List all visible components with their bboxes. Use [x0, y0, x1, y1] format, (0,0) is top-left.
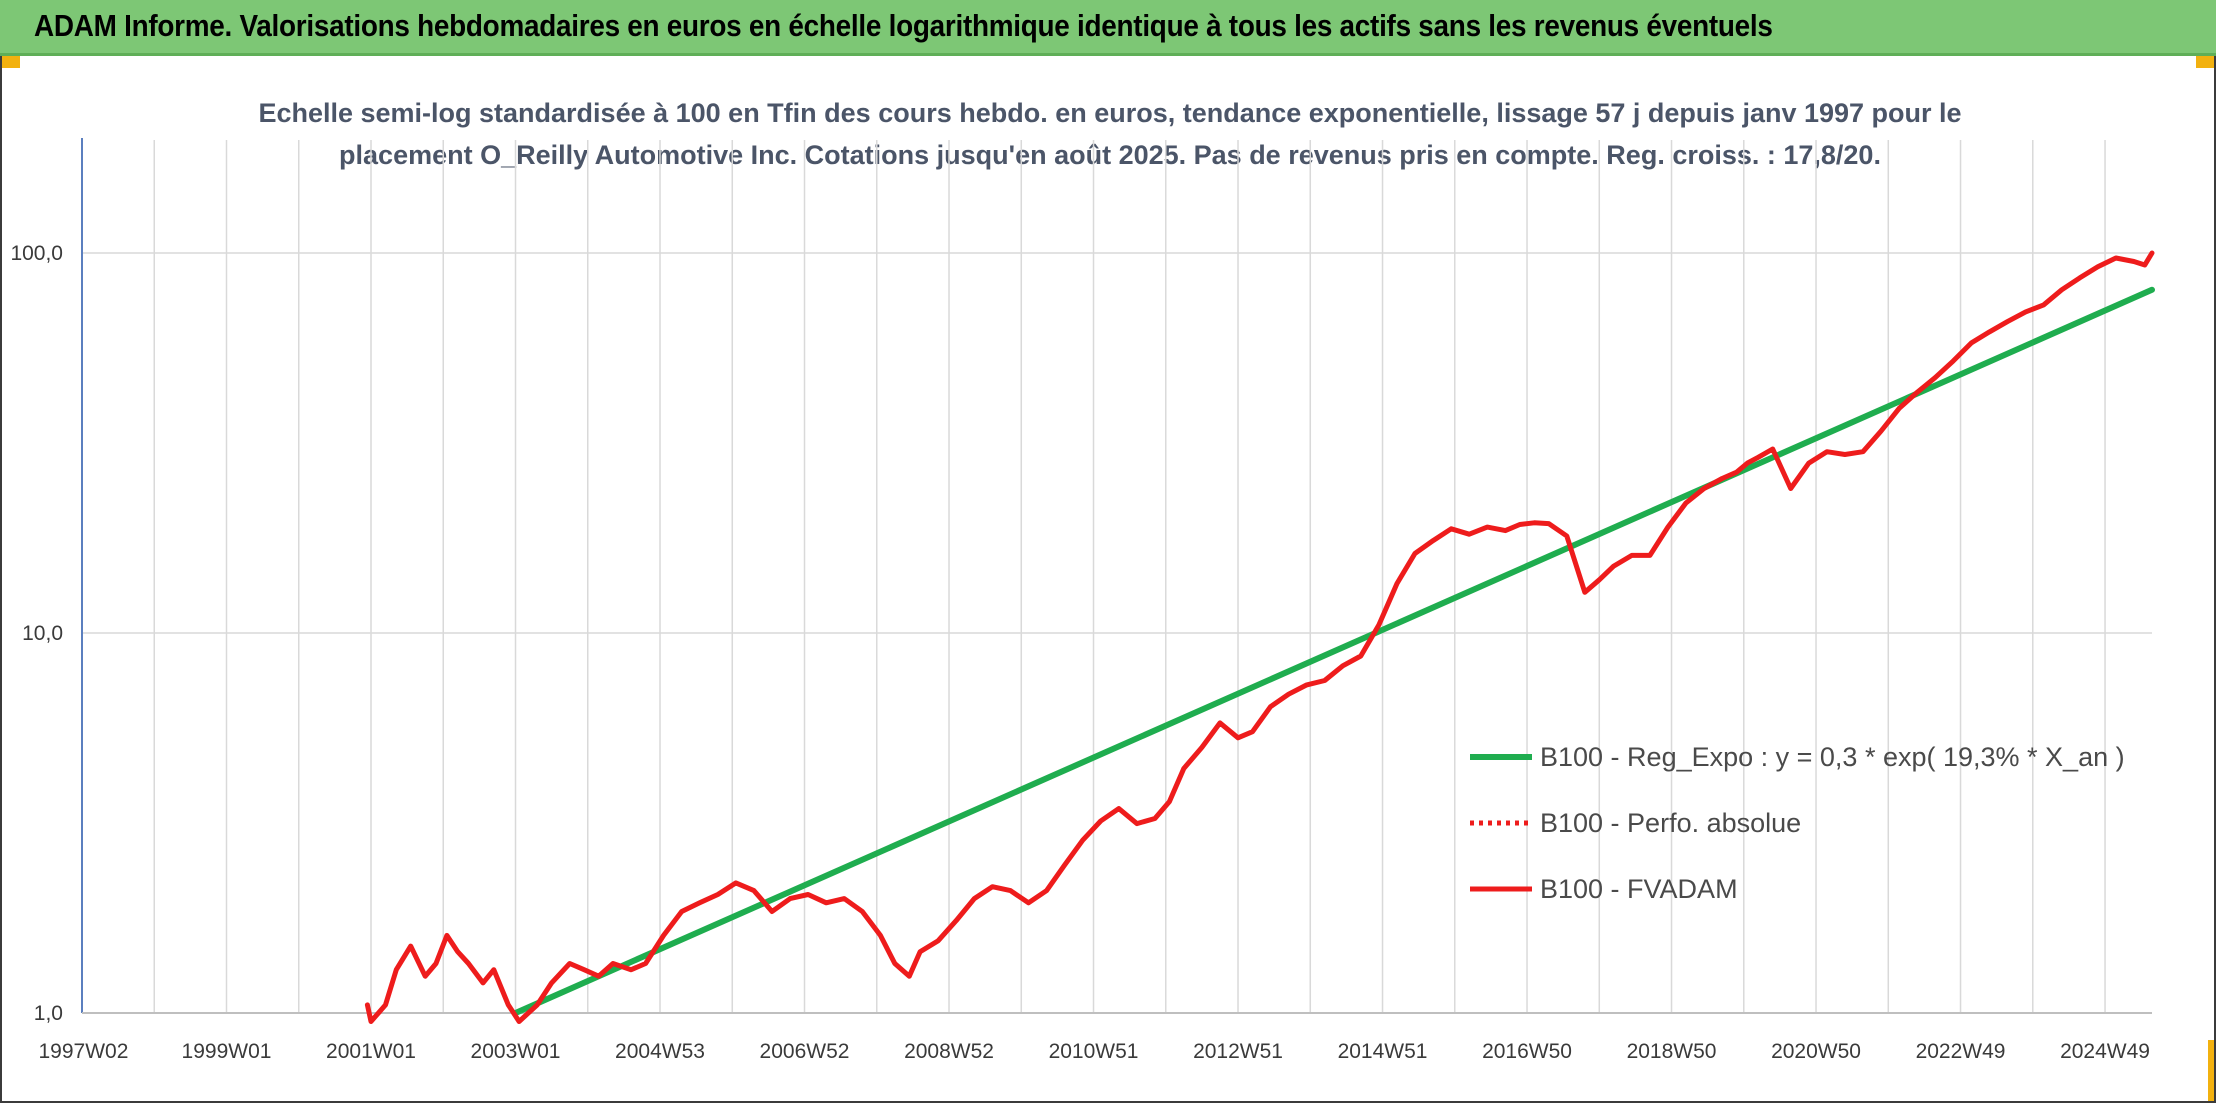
- series-line-2: [364, 250, 2155, 1024]
- x-tick-label: 2006W52: [760, 1040, 850, 1063]
- x-tick-label: 1999W01: [182, 1040, 272, 1063]
- legend-label-2: B100 - FVADAM: [1540, 874, 1738, 904]
- corner-marker-right: [2196, 56, 2216, 68]
- edge-marker-right: [2208, 1040, 2216, 1103]
- corner-marker-left: [0, 56, 20, 68]
- x-tick-label: 2012W51: [1193, 1040, 1283, 1063]
- x-tick-label: 2001W01: [326, 1040, 416, 1063]
- series-lines: [364, 250, 2155, 1024]
- gridlines: [81, 140, 2152, 1014]
- series-line-0: [512, 286, 2155, 1016]
- x-tick-label: 1997W02: [38, 1040, 128, 1063]
- x-tick-label: 2024W49: [2060, 1040, 2150, 1063]
- y-tick-label: 100,0: [10, 242, 63, 265]
- y-tick-label: 1,0: [34, 1002, 63, 1025]
- axes: [81, 138, 2152, 1014]
- chart-subtitle-line-2: placement O_Reilly Automotive Inc. Cotat…: [339, 140, 1881, 170]
- chart-subtitle: Echelle semi-log standardisée à 100 en T…: [240, 92, 1980, 176]
- chart-subtitle-line-1: Echelle semi-log standardisée à 100 en T…: [258, 98, 1962, 128]
- legend: B100 - Reg_Expo : y = 0,3 * exp( 19,3% *…: [1470, 742, 2125, 904]
- x-tick-label: 2022W49: [1916, 1040, 2006, 1063]
- legend-label-1: B100 - Perfo. absolue: [1540, 808, 1801, 838]
- tick-labels: 1,0 10,0 100,0 1997W02 1999W01 2001W01 2003W01…: [10, 242, 2150, 1063]
- x-tick-label: 2018W50: [1627, 1040, 1717, 1063]
- x-tick-label: 2020W50: [1771, 1040, 1861, 1063]
- x-tick-label: 2003W01: [471, 1040, 561, 1063]
- chart-frame: [0, 56, 2216, 1103]
- title-banner: ADAM Informe. Valorisations hebdomadaire…: [0, 0, 2216, 56]
- x-tick-label: 2014W51: [1338, 1040, 1428, 1063]
- report-title: ADAM Informe. Valorisations hebdomadaire…: [34, 8, 1773, 43]
- x-tick-label: 2010W51: [1049, 1040, 1139, 1063]
- y-tick-label: 10,0: [22, 622, 63, 645]
- x-tick-label: 2004W53: [615, 1040, 705, 1063]
- x-tick-label: 2016W50: [1482, 1040, 1572, 1063]
- legend-label-0: B100 - Reg_Expo : y = 0,3 * exp( 19,3% *…: [1540, 742, 2125, 772]
- x-tick-label: 2008W52: [904, 1040, 994, 1063]
